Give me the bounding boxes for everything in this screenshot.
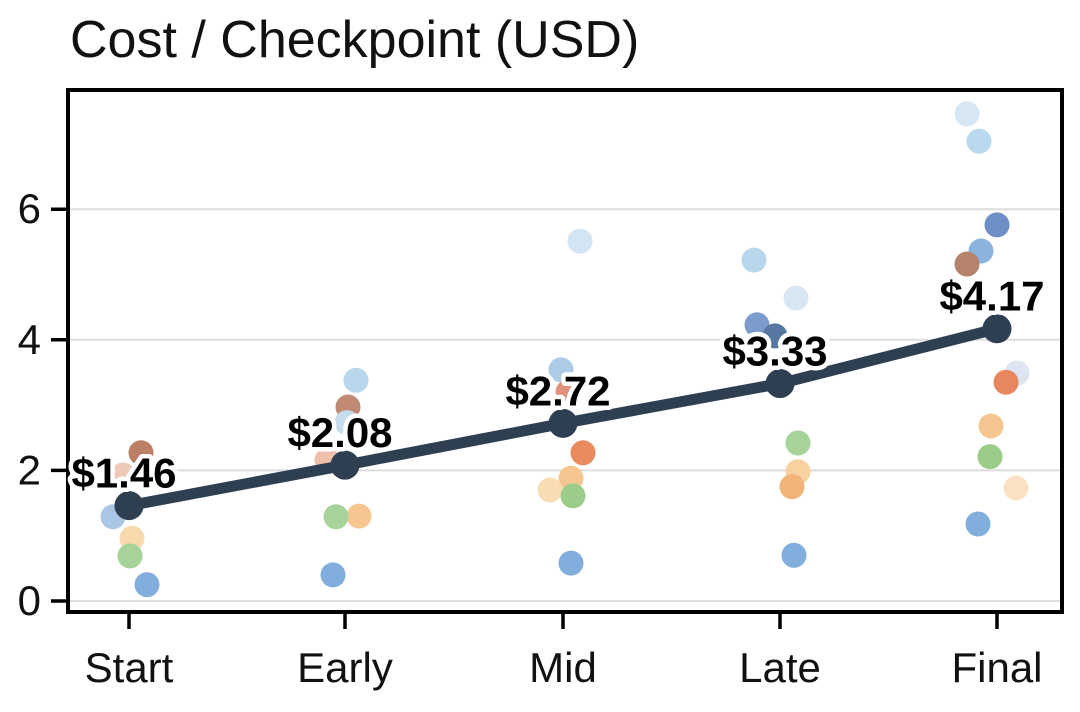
mean-marker — [330, 450, 360, 480]
scatter-point — [783, 285, 809, 311]
x-tick-label: Late — [739, 644, 821, 691]
gridlines — [70, 208, 1060, 602]
mean-marker — [114, 491, 144, 521]
scatter-point — [560, 483, 586, 509]
mean-value-label: $1.46 — [71, 450, 176, 497]
mean-value-label: $3.33 — [722, 328, 827, 375]
scatter-point — [558, 550, 584, 576]
x-tick-label: Start — [85, 644, 174, 691]
mean-value-label: $2.08 — [287, 409, 392, 456]
value-labels: $1.46 $2.08 $2.72 $3.33 $4.17 — [67, 268, 1049, 501]
scatter-point — [744, 312, 770, 338]
scatter-points — [100, 101, 1030, 598]
scatter-point — [779, 474, 805, 500]
x-tick-label: Early — [297, 644, 393, 691]
scatter-point — [966, 128, 992, 154]
plot-border — [66, 88, 1064, 614]
axes: 0 2 4 6 Start Early Mid Late Final — [18, 88, 1064, 691]
y-tick-label: 6 — [18, 185, 41, 232]
scatter-point — [537, 477, 563, 503]
scatter-point — [785, 430, 811, 456]
scatter-point — [320, 562, 346, 588]
scatter-point — [954, 101, 980, 127]
mean-value-label: $2.72 — [505, 367, 610, 414]
scatter-point — [128, 440, 154, 466]
scatter-point — [762, 323, 788, 349]
scatter-point — [781, 542, 807, 568]
y-tick-label: 0 — [18, 577, 41, 624]
scatter-point — [965, 511, 991, 537]
x-tick-label: Final — [951, 644, 1042, 691]
mean-marker — [765, 369, 795, 399]
scatter-point — [117, 543, 143, 569]
x-tick-label: Mid — [529, 644, 597, 691]
scatter-point — [977, 444, 1003, 470]
y-tick-label: 2 — [18, 446, 41, 493]
scatter-point — [1003, 475, 1029, 501]
scatter-point — [570, 440, 596, 466]
scatter-point — [110, 462, 136, 488]
scatter-point — [984, 212, 1010, 238]
y-tick-label: 4 — [18, 316, 41, 363]
chart-title: Cost / Checkpoint (USD) — [70, 11, 639, 69]
mean-line — [114, 314, 1012, 521]
mean-marker — [548, 408, 578, 438]
mean-marker — [982, 314, 1012, 344]
scatter-point — [343, 367, 369, 393]
scatter-point — [555, 379, 581, 405]
scatter-point — [741, 247, 767, 273]
scatter-point — [548, 357, 574, 383]
scatter-point — [346, 503, 372, 529]
scatter-point — [567, 228, 593, 254]
scatter-point — [978, 413, 1004, 439]
scatter-point — [334, 410, 360, 436]
scatter-point — [993, 369, 1019, 395]
mean-value-label: $4.17 — [939, 273, 1044, 320]
scatter-point — [323, 504, 349, 530]
scatter-point — [134, 572, 160, 598]
scatter-point — [954, 251, 980, 277]
